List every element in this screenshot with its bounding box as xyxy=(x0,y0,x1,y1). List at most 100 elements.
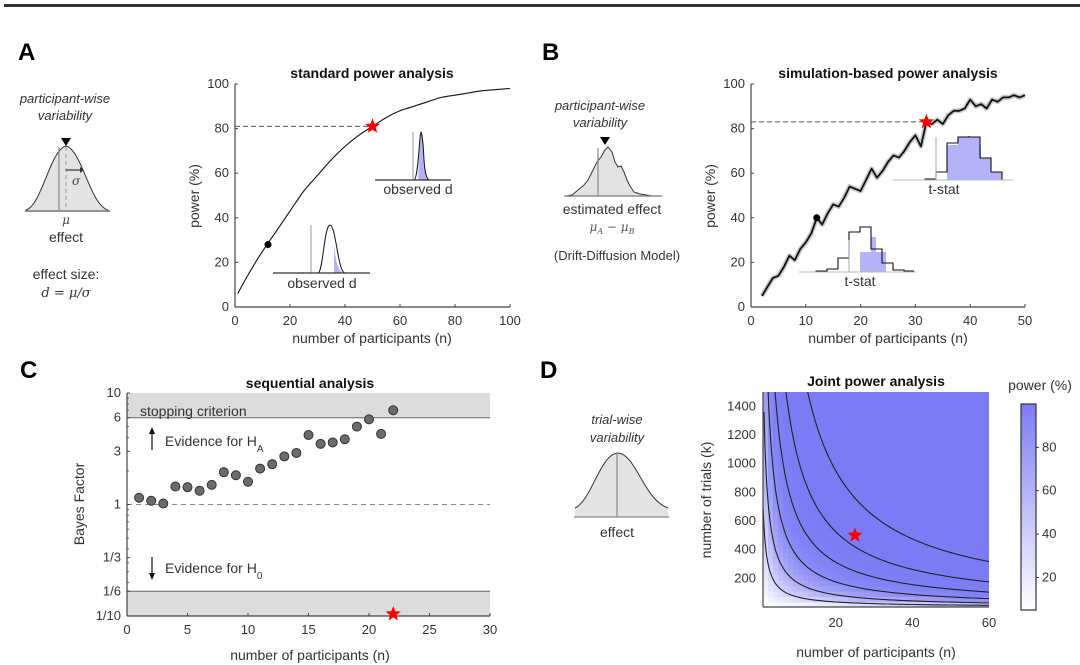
heatmap-cell xyxy=(898,585,905,592)
heatmap-cell xyxy=(823,537,829,544)
heatmap-cell xyxy=(768,504,774,511)
heatmap-cell xyxy=(808,515,814,522)
heatmap-cell xyxy=(868,553,875,560)
heatmap-cell xyxy=(873,413,880,420)
heatmap-cell xyxy=(863,451,869,458)
heatmap-cell xyxy=(783,547,789,554)
heatmap-cell xyxy=(943,574,950,581)
heatmap-cell xyxy=(923,580,930,587)
heatmap-cell xyxy=(943,424,950,431)
heatmap-cell xyxy=(778,499,784,506)
heatmap-cell xyxy=(788,547,794,554)
heatmap-cell xyxy=(868,542,875,549)
heatmap-cell xyxy=(818,585,824,592)
heatmap-cell xyxy=(823,424,829,431)
heatmap-cell xyxy=(863,494,869,501)
heatmap-cell xyxy=(773,499,779,506)
heatmap-cell xyxy=(778,392,784,398)
heatmap-cell xyxy=(793,413,799,420)
chart-a-y-tick-label: 60 xyxy=(215,165,229,180)
heatmap-cell xyxy=(923,564,930,570)
heatmap-cell xyxy=(813,472,819,479)
heatmap-cell xyxy=(948,456,955,463)
heatmap-cell xyxy=(768,564,774,570)
heatmap-cell xyxy=(833,537,839,544)
heatmap-cell xyxy=(873,467,880,474)
heatmap-cell xyxy=(933,494,940,501)
heatmap-cell xyxy=(778,590,784,597)
heatmap-cell xyxy=(813,596,819,603)
heatmap-cell xyxy=(973,488,980,495)
heatmap-cell xyxy=(823,445,829,452)
heatmap-cell xyxy=(918,569,925,576)
heatmap-cell xyxy=(803,547,809,554)
heatmap-cell xyxy=(893,590,900,597)
heatmap-cell xyxy=(793,397,799,404)
heatmap-cell xyxy=(873,429,880,436)
heatmap-cell xyxy=(848,521,854,527)
heatmap-cell xyxy=(768,580,774,587)
heatmap-cell xyxy=(868,467,875,474)
heatmap-cell xyxy=(838,542,844,549)
heatmap-cell xyxy=(883,569,890,576)
heatmap-cell xyxy=(813,435,819,441)
heatmap-cell xyxy=(798,531,804,538)
heatmap-cell xyxy=(878,467,885,474)
heatmap-cell xyxy=(848,456,854,463)
heatmap-cell xyxy=(913,564,920,570)
heatmap-cell xyxy=(838,472,844,479)
heatmap-cell xyxy=(913,574,920,581)
heatmap-cell xyxy=(778,553,784,560)
heatmap-cell xyxy=(873,580,880,587)
heatmap-cell xyxy=(808,461,814,468)
heatmap-cell xyxy=(984,564,989,570)
heatmap-cell xyxy=(853,424,859,431)
heatmap-cell xyxy=(788,580,794,587)
heatmap-cell xyxy=(833,472,839,479)
chart-b-y-tick-label: 20 xyxy=(731,254,745,269)
heatmap-cell xyxy=(858,392,864,398)
bayes-factor-point xyxy=(327,437,338,448)
heatmap-cell xyxy=(868,488,875,495)
heatmap-cell xyxy=(808,542,814,549)
schematic-b-title-line2: variability xyxy=(573,115,629,130)
heatmap-cell xyxy=(893,547,900,554)
heatmap-cell xyxy=(793,558,799,565)
chart-b-title: simulation-based power analysis xyxy=(778,65,998,81)
heatmap-cell xyxy=(828,472,834,479)
heatmap-cell xyxy=(813,499,819,506)
heatmap-cell xyxy=(888,451,895,458)
heatmap-cell xyxy=(873,397,880,404)
heatmap-cell xyxy=(843,397,849,404)
heatmap-cell xyxy=(943,590,950,597)
heatmap-cell xyxy=(778,413,784,420)
heatmap-cell xyxy=(883,483,890,490)
heatmap-cell xyxy=(833,531,839,538)
heatmap-cell xyxy=(803,467,809,474)
heatmap-cell xyxy=(803,580,809,587)
heatmap-cell xyxy=(903,397,910,404)
schematic-d-axis-label: effect xyxy=(600,524,634,540)
heatmap-cell xyxy=(898,553,905,560)
heatmap-cell xyxy=(823,558,829,565)
heatmap-cell xyxy=(838,461,844,468)
heatmap-cell xyxy=(984,580,989,587)
heatmap-cell xyxy=(898,504,905,511)
heatmap-cell xyxy=(928,397,935,404)
heatmap-cell xyxy=(863,488,869,495)
heatmap-cell xyxy=(963,590,970,597)
heatmap-cell xyxy=(888,499,895,506)
heatmap-cell xyxy=(893,596,900,603)
heatmap-cell xyxy=(928,424,935,431)
heatmap-cell xyxy=(933,435,940,441)
heatmap-cell xyxy=(873,483,880,490)
heatmap-cell xyxy=(803,429,809,436)
heatmap-cell xyxy=(838,397,844,404)
heatmap-cell xyxy=(968,397,975,404)
heatmap-cell xyxy=(958,435,965,441)
heatmap-cell xyxy=(828,521,834,527)
heatmap-cell xyxy=(948,574,955,581)
heatmap-cell xyxy=(883,461,890,468)
heatmap-cell xyxy=(908,494,915,501)
heatmap-cell xyxy=(763,564,769,570)
